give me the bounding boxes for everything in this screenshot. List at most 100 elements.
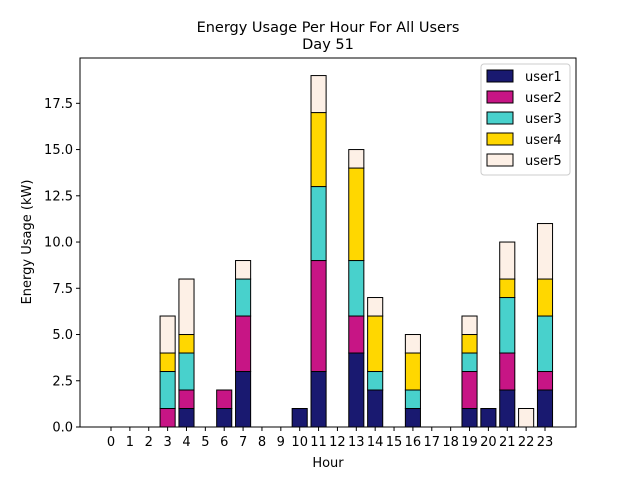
bar-user4-hour-19 xyxy=(461,334,478,354)
x-axis-label: Hour xyxy=(312,456,344,471)
bar-user2-hour-23 xyxy=(536,371,554,391)
legend-swatch-user2 xyxy=(486,90,514,104)
chart-subtitle: Day 51 xyxy=(302,37,354,53)
bar-user4-hour-14 xyxy=(367,315,384,373)
x-tick-label: 10 xyxy=(291,435,308,450)
bar-user1-hour-10 xyxy=(291,408,308,428)
bar-user1-hour-16 xyxy=(404,408,421,428)
bar-user3-hour-14 xyxy=(367,371,384,391)
y-tick-label: 10.0 xyxy=(44,236,73,251)
x-tick-label: 11 xyxy=(310,435,327,450)
bar-user4-hour-23 xyxy=(536,278,554,317)
bar-user1-hour-4 xyxy=(178,408,195,428)
y-axis-ticks: 0.0 2.5 5.0 7.5 10.0 12.5 15.0 17.5 xyxy=(44,97,80,436)
bar-user1-hour-7 xyxy=(235,371,252,428)
bar-user3-hour-23 xyxy=(536,315,554,373)
x-tick-label: 22 xyxy=(518,435,535,450)
bar-user1-hour-23 xyxy=(536,389,554,428)
x-tick-label: 8 xyxy=(258,435,266,450)
y-tick-label: 12.5 xyxy=(44,189,73,204)
legend-label-user3: user3 xyxy=(525,112,562,127)
bar-user5-hour-13 xyxy=(348,149,365,169)
x-axis-ticks: 0 1 2 3 4 5 6 7 8 9 10 11 12 13 14 15 16 17 18 19 20 21 22 23 xyxy=(107,427,553,450)
x-tick-label: 16 xyxy=(405,435,422,450)
y-tick-label: 17.5 xyxy=(44,97,73,112)
x-tick-label: 14 xyxy=(367,435,384,450)
legend-label-user1: user1 xyxy=(525,70,562,85)
x-tick-label: 20 xyxy=(480,435,497,450)
bar-user3-hour-13 xyxy=(348,260,365,317)
bar-user4-hour-3 xyxy=(159,352,176,373)
x-tick-label: 15 xyxy=(386,435,403,450)
y-axis-label: Energy Usage (kW) xyxy=(20,180,35,305)
plot-frame xyxy=(79,57,577,428)
bar-user3-hour-21 xyxy=(499,297,516,354)
legend-swatch-user4 xyxy=(486,132,514,146)
bar-user3-hour-3 xyxy=(159,371,176,410)
x-tick-label: 5 xyxy=(201,435,209,450)
x-tick-label: 0 xyxy=(107,435,115,450)
legend-label-user4: user4 xyxy=(525,133,562,148)
bar-user2-hour-6 xyxy=(216,389,233,410)
bar-user3-hour-11 xyxy=(310,186,327,262)
x-tick-label: 17 xyxy=(424,435,441,450)
bar-user1-hour-13 xyxy=(348,352,365,428)
bar-user1-hour-11 xyxy=(310,371,327,428)
y-tick-label: 2.5 xyxy=(52,374,73,389)
y-tick-label: 15.0 xyxy=(44,143,73,158)
x-tick-label: 19 xyxy=(461,435,478,450)
bar-user4-hour-4 xyxy=(178,334,195,354)
bar-user2-hour-11 xyxy=(310,260,327,373)
bar-user5-hour-11 xyxy=(310,75,327,114)
legend-label-user2: user2 xyxy=(525,91,562,106)
y-tick-label: 0.0 xyxy=(52,421,73,436)
bar-user5-hour-22 xyxy=(518,408,535,428)
x-tick-label: 12 xyxy=(329,435,346,450)
x-tick-label: 21 xyxy=(499,435,516,450)
bar-user3-hour-4 xyxy=(178,352,195,391)
x-tick-label: 2 xyxy=(145,435,153,450)
bar-user3-hour-16 xyxy=(404,389,421,410)
x-tick-label: 1 xyxy=(126,435,134,450)
bar-user2-hour-4 xyxy=(178,389,195,410)
bar-user5-hour-14 xyxy=(367,297,384,317)
bar-user2-hour-13 xyxy=(348,315,365,354)
bar-user2-hour-21 xyxy=(499,352,516,391)
y-tick-label: 7.5 xyxy=(52,282,73,297)
x-tick-label: 23 xyxy=(537,435,554,450)
legend-swatch-user1 xyxy=(486,69,514,83)
bar-user2-hour-19 xyxy=(461,371,478,410)
x-tick-label: 18 xyxy=(442,435,459,450)
x-tick-label: 13 xyxy=(348,435,365,450)
bar-user5-hour-3 xyxy=(159,315,176,354)
bar-user5-hour-21 xyxy=(499,241,516,280)
bar-user5-hour-4 xyxy=(178,278,195,336)
legend: user1 user2 user3 user4 user5 xyxy=(480,63,571,176)
bar-user1-hour-6 xyxy=(216,408,233,428)
bar-user2-hour-7 xyxy=(235,315,252,373)
bar-user4-hour-13 xyxy=(348,167,365,262)
chart-title: Energy Usage Per Hour For All Users xyxy=(197,20,460,36)
legend-swatch-user5 xyxy=(486,153,514,167)
bar-user5-hour-7 xyxy=(235,260,252,280)
y-tick-label: 5.0 xyxy=(52,328,73,343)
x-tick-label: 9 xyxy=(277,435,285,450)
legend-label-user5: user5 xyxy=(525,154,562,169)
x-tick-label: 4 xyxy=(182,435,190,450)
x-tick-label: 6 xyxy=(220,435,228,450)
bar-user1-hour-21 xyxy=(499,389,516,428)
bars xyxy=(159,75,554,428)
x-tick-label: 7 xyxy=(239,435,247,450)
bar-user4-hour-21 xyxy=(499,278,516,299)
bar-user1-hour-19 xyxy=(461,408,478,428)
bar-user1-hour-14 xyxy=(367,389,384,428)
bar-user4-hour-16 xyxy=(404,352,421,391)
bar-user3-hour-19 xyxy=(461,352,478,373)
bar-user2-hour-3 xyxy=(159,408,176,428)
bar-user5-hour-19 xyxy=(461,315,478,336)
bar-user5-hour-23 xyxy=(536,223,554,280)
bar-user3-hour-7 xyxy=(235,278,252,317)
bar-user4-hour-11 xyxy=(310,112,327,188)
bar-user5-hour-16 xyxy=(404,334,421,354)
